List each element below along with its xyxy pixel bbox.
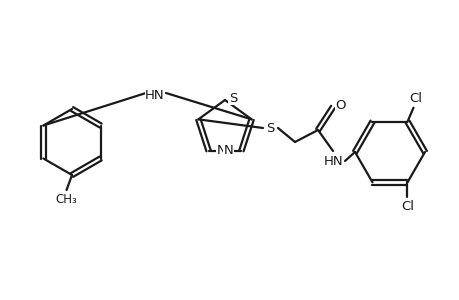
Text: N: N xyxy=(223,144,233,157)
Text: Cl: Cl xyxy=(400,200,413,213)
Text: Cl: Cl xyxy=(408,92,421,105)
Text: CH₃: CH₃ xyxy=(56,193,77,206)
Text: HN: HN xyxy=(145,88,164,101)
Text: O: O xyxy=(335,98,346,112)
Text: HN: HN xyxy=(324,154,343,167)
Text: S: S xyxy=(228,92,237,104)
Text: S: S xyxy=(265,122,274,134)
Text: N: N xyxy=(216,144,226,157)
